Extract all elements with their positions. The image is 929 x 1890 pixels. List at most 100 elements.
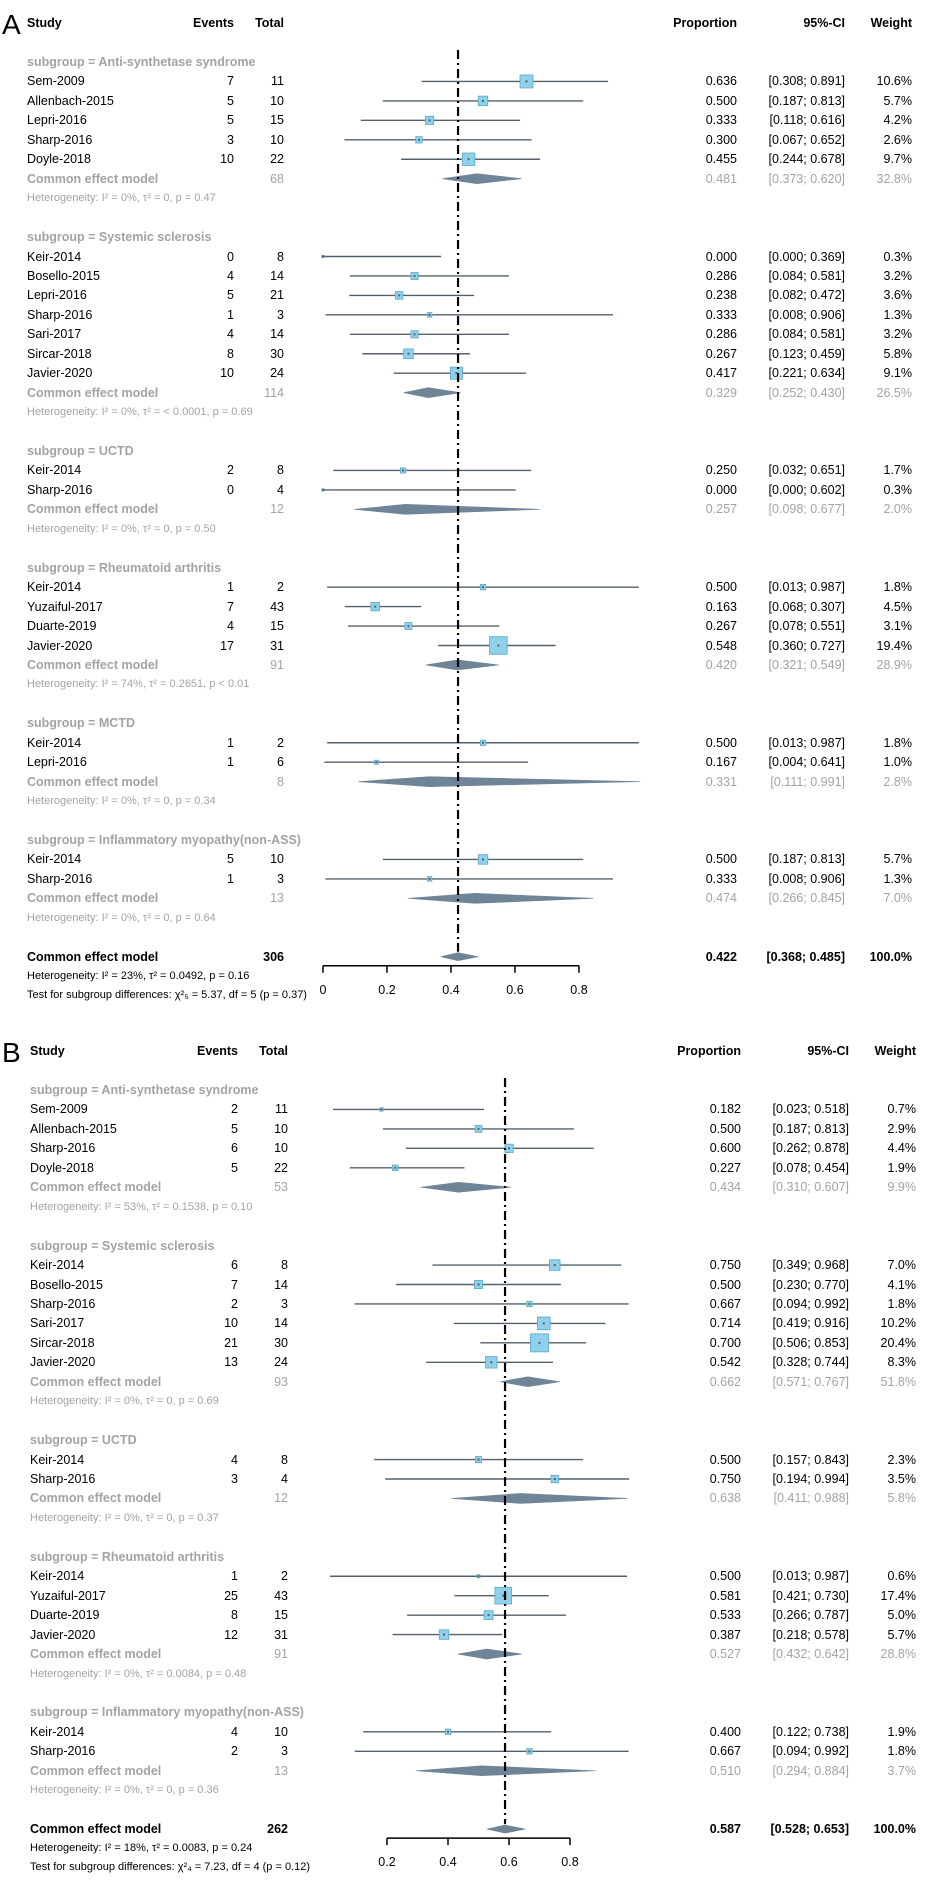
study-name: Sircar-2018 <box>30 1335 95 1350</box>
common-effect-weight: 51.8% <box>880 1374 916 1389</box>
study-total: 24 <box>274 1355 288 1370</box>
header-events: Events <box>197 1044 238 1058</box>
study-name: Lepri-2016 <box>27 755 87 770</box>
study-proportion: 0.548 <box>705 638 737 653</box>
header-total: Total <box>259 1044 288 1058</box>
panel-label: A <box>2 9 21 40</box>
common-effect-label: Common effect model <box>27 385 159 400</box>
study-name: Javier-2020 <box>27 638 93 653</box>
point-estimate <box>407 352 410 355</box>
study-weight: 1.3% <box>883 307 913 322</box>
study-ci: [0.506; 0.853] <box>772 1335 849 1350</box>
study-weight: 5.7% <box>887 1627 917 1642</box>
study-events: 7 <box>231 1277 238 1292</box>
study-ci: [0.349; 0.968] <box>772 1258 849 1273</box>
point-estimate <box>528 1750 531 1753</box>
point-estimate <box>487 1614 490 1617</box>
study-ci: [0.000; 0.369] <box>768 249 845 264</box>
study-total: 4 <box>277 482 284 497</box>
subgroup-label: subgroup = Anti-synthetase syndrome <box>27 55 256 69</box>
study-total: 8 <box>277 249 284 264</box>
study-name: Sircar-2018 <box>27 346 92 361</box>
study-name: Sem-2009 <box>30 1102 88 1117</box>
common-effect-proportion: 0.257 <box>705 502 737 517</box>
study-ci: [0.419; 0.916] <box>772 1316 849 1331</box>
study-events: 4 <box>227 268 234 283</box>
study-ci: [0.013; 0.987] <box>768 735 845 750</box>
study-name: Lepri-2016 <box>27 113 87 128</box>
study-events: 0 <box>227 249 234 264</box>
study-events: 6 <box>231 1258 238 1273</box>
study-ci: [0.008; 0.906] <box>768 871 845 886</box>
point-estimate <box>443 1633 446 1636</box>
heterogeneity-text: Heterogeneity: I² = 0%, τ² = 0, p = 0.47 <box>27 192 216 205</box>
subgroup-label: subgroup = UCTD <box>30 1433 137 1448</box>
study-weight: 1.8% <box>887 1744 917 1759</box>
study-weight: 4.1% <box>887 1277 917 1292</box>
study-weight: 2.3% <box>887 1452 917 1467</box>
overall-ci: [0.528; 0.653] <box>770 1822 849 1837</box>
study-events: 10 <box>220 366 234 381</box>
common-effect-weight: 26.5% <box>876 385 912 400</box>
study-weight: 3.2% <box>883 327 913 342</box>
study-weight: 19.4% <box>876 638 912 653</box>
header-weight: Weight <box>870 16 912 30</box>
subgroup-label: subgroup = Systemic sclerosis <box>30 1238 215 1253</box>
study-events: 10 <box>224 1316 238 1331</box>
x-axis-tick-label: 0.2 <box>378 982 396 997</box>
study-weight: 1.0% <box>883 755 913 770</box>
heterogeneity-text: Heterogeneity: I² = 74%, τ² = 0.2651, p … <box>27 678 250 691</box>
study-weight: 1.8% <box>887 1296 917 1311</box>
study-weight: 1.8% <box>883 735 913 750</box>
common-effect-proportion: 0.434 <box>709 1180 741 1195</box>
study-ci: [0.004; 0.641] <box>768 755 845 770</box>
study-name: Sharp-2016 <box>27 482 93 497</box>
point-estimate <box>394 1166 397 1169</box>
study-ci: [0.000; 0.602] <box>768 482 845 497</box>
study-ci: [0.013; 0.987] <box>772 1569 849 1584</box>
study-name: Lepri-2016 <box>27 288 87 303</box>
study-total: 4 <box>281 1472 288 1486</box>
point-estimate <box>407 625 410 628</box>
study-total: 11 <box>271 74 284 89</box>
study-name: Bosello-2015 <box>30 1277 103 1292</box>
overall-label: Common effect model <box>30 1822 162 1837</box>
study-ci: [0.122; 0.738] <box>772 1724 849 1739</box>
study-events: 1 <box>227 735 234 750</box>
study-ci: [0.230; 0.770] <box>772 1277 849 1292</box>
subgroup-diamond <box>420 1181 512 1193</box>
header-events: Events <box>193 16 234 30</box>
overall-weight: 100.0% <box>869 949 912 964</box>
point-estimate <box>322 488 324 491</box>
study-proportion: 0.000 <box>705 482 737 497</box>
study-weight: 5.7% <box>883 93 913 108</box>
study-name: Sharp-2016 <box>27 871 93 886</box>
study-weight: 10.6% <box>876 74 912 89</box>
study-proportion: 0.667 <box>709 1744 741 1759</box>
study-proportion: 0.227 <box>709 1160 741 1175</box>
common-effect-total: 91 <box>274 1647 288 1662</box>
study-events: 13 <box>224 1355 238 1370</box>
study-events: 5 <box>227 113 234 128</box>
point-estimate <box>508 1147 510 1150</box>
study-proportion: 0.163 <box>705 599 737 614</box>
study-total: 43 <box>270 599 284 614</box>
subgroup-diamond <box>358 776 641 787</box>
study-ci: [0.360; 0.727] <box>768 638 845 653</box>
study-weight: 5.7% <box>883 852 913 867</box>
common-effect-label: Common effect model <box>27 891 159 906</box>
point-estimate <box>502 1594 505 1597</box>
study-total: 2 <box>277 580 284 595</box>
common-effect-proportion: 0.331 <box>705 774 737 789</box>
study-weight: 5.0% <box>887 1608 917 1623</box>
study-proportion: 0.500 <box>705 93 737 108</box>
study-weight: 9.7% <box>883 152 913 167</box>
subgroup-difference-test: Test for subgroup differences: χ²₅ = 5.3… <box>27 988 307 1001</box>
common-effect-label: Common effect model <box>30 1180 162 1195</box>
study-events: 25 <box>224 1588 238 1603</box>
x-axis-tick-label: 0.8 <box>570 982 588 997</box>
study-events: 7 <box>227 74 234 89</box>
common-effect-label: Common effect model <box>30 1491 162 1506</box>
point-estimate <box>447 1730 449 1733</box>
